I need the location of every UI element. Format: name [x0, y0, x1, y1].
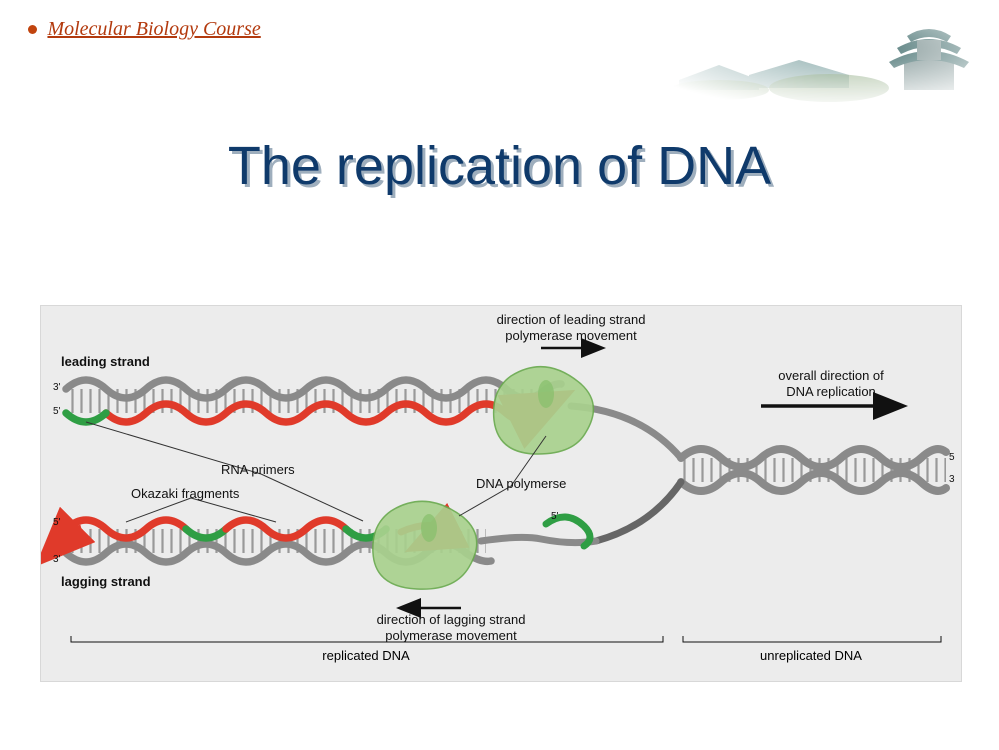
- label-lagging-strand: lagging strand: [61, 574, 151, 590]
- end-3p-top: 3': [53, 382, 60, 394]
- scenery-illustration: [659, 10, 999, 105]
- course-link[interactable]: Molecular Biology Course: [47, 18, 260, 40]
- label-rna-primers: RNA primers: [221, 462, 295, 478]
- bullet-icon: [28, 25, 37, 34]
- end-5-right: 5: [949, 452, 955, 464]
- course-header: Molecular Biology Course: [28, 18, 261, 41]
- label-leading-direction: direction of leading strand polymerase m…: [461, 312, 681, 343]
- label-overall-direction: overall direction of DNA replication: [756, 368, 906, 399]
- dna-replication-diagram: leading strand lagging strand RNA primer…: [40, 305, 962, 682]
- end-5p-top: 5': [53, 406, 60, 418]
- end-3-right: 3: [949, 474, 955, 486]
- label-lagging-direction: direction of lagging strand polymerase m…: [341, 612, 561, 643]
- end-5p-mid: 5': [53, 517, 60, 529]
- label-dna-polymerase: DNA polymerse: [476, 476, 566, 492]
- label-unreplicated: unreplicated DNA: [681, 648, 941, 663]
- label-replicated: replicated DNA: [71, 648, 661, 663]
- page-title: The replication of DNA The replication o…: [0, 135, 999, 197]
- end-3p-mid: 3': [53, 554, 60, 566]
- label-okazaki: Okazaki fragments: [131, 486, 239, 502]
- label-leading-strand: leading strand: [61, 354, 150, 370]
- end-5p-frag: 5': [551, 511, 558, 523]
